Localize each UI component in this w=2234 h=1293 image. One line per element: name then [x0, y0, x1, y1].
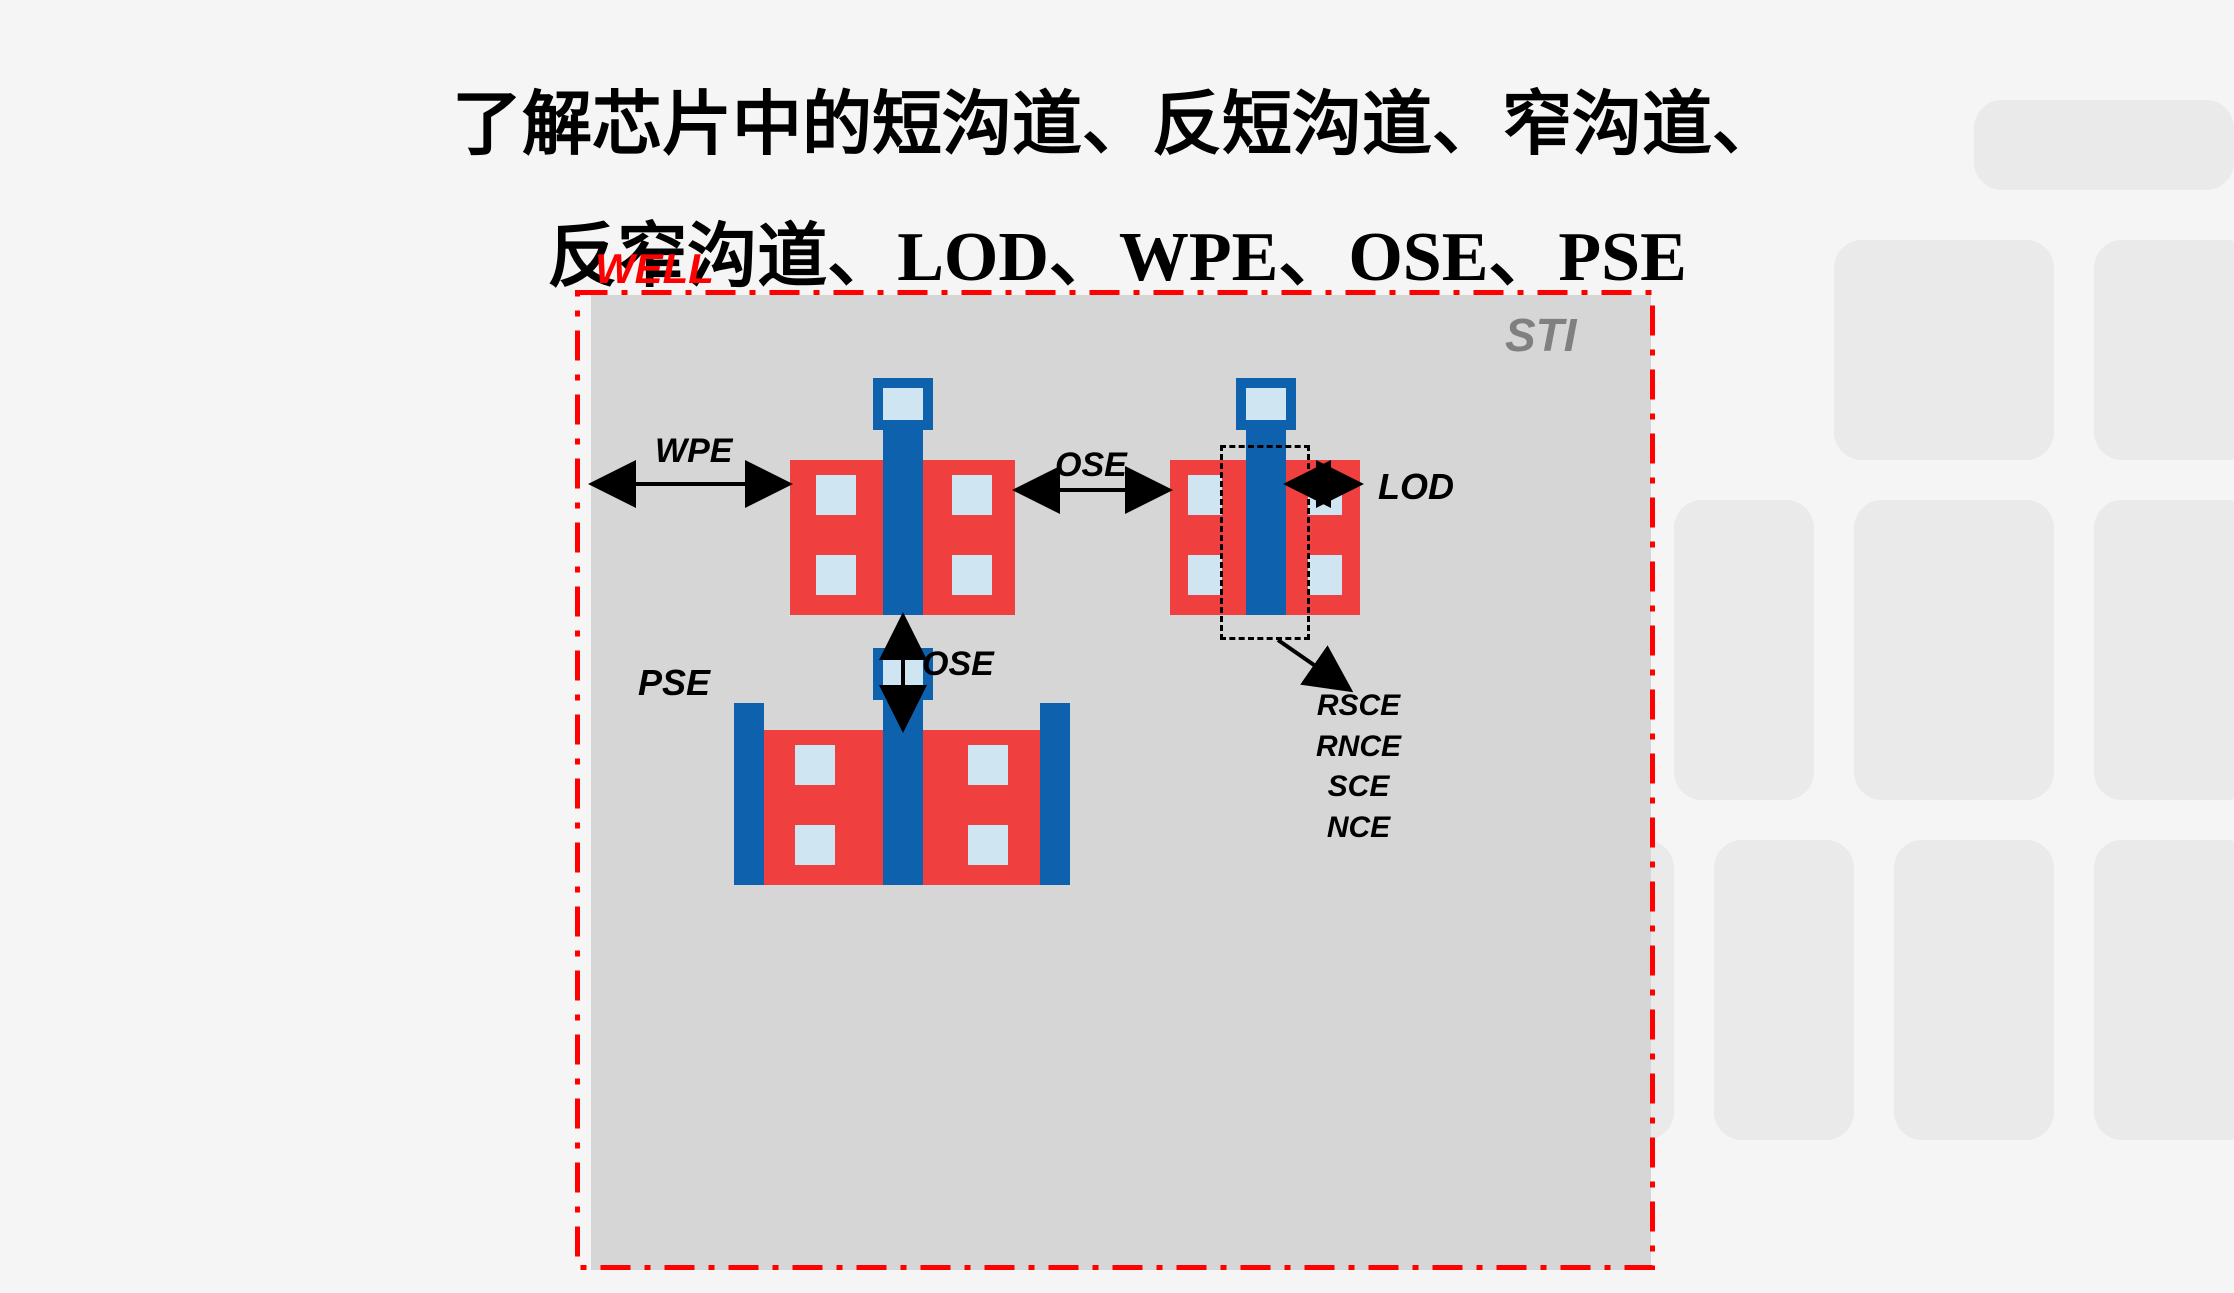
sti-label: STI: [1505, 308, 1577, 362]
gate-pad-inner: [1246, 388, 1286, 420]
contact: [795, 825, 835, 865]
wpe-label: WPE: [655, 432, 732, 471]
contact: [952, 475, 992, 515]
gate-pad-inner: [883, 388, 923, 420]
pse-label: PSE: [638, 662, 710, 704]
ose-label-v: OSE: [922, 645, 994, 684]
contact: [1308, 555, 1342, 595]
contact: [816, 475, 856, 515]
gate-pad-inner: [883, 658, 923, 690]
title-line1: 了解芯片中的短沟道、反短沟道、窄沟道、: [0, 70, 2234, 182]
well-label: WELL: [595, 245, 714, 293]
nce-text: NCE: [1316, 808, 1401, 849]
sce-text: SCE: [1316, 767, 1401, 808]
contact: [968, 745, 1008, 785]
contact: [1308, 475, 1342, 515]
channel-dashed-box: [1220, 445, 1310, 640]
rnce-text: RNCE: [1316, 727, 1401, 768]
ose-label-h: OSE: [1055, 446, 1127, 485]
dummy-poly-right: [1040, 703, 1070, 885]
channel-effects-annotation: RSCE RNCE SCE NCE: [1316, 686, 1401, 848]
contact: [816, 555, 856, 595]
contact: [1188, 555, 1222, 595]
contact: [1188, 475, 1222, 515]
rsce-text: RSCE: [1316, 686, 1401, 727]
contact: [795, 745, 835, 785]
diagram: WELL STI: [560, 260, 1680, 1270]
contact: [968, 825, 1008, 865]
contact: [952, 555, 992, 595]
dummy-poly-left: [734, 703, 764, 885]
lod-label: LOD: [1378, 466, 1454, 508]
